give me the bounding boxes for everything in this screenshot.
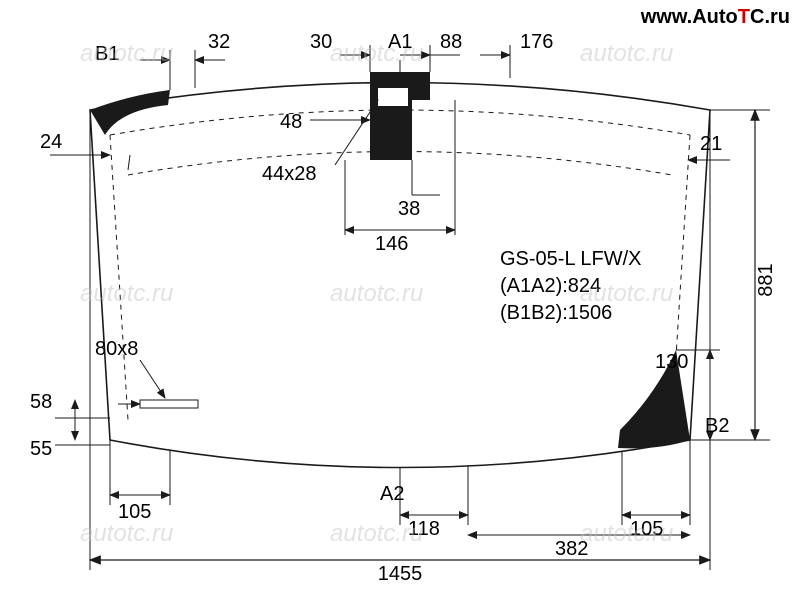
dim-32: 32 [140, 31, 230, 90]
dim-24: 24 [40, 131, 130, 170]
windshield-diagram: 1455 881 32 30 88 176 24 [0, 0, 800, 600]
svg-text:80x8: 80x8 [95, 338, 138, 360]
svg-text:105: 105 [630, 518, 663, 540]
diagram-canvas: 1455 881 32 30 88 176 24 [0, 0, 800, 600]
dim-30: 30 [310, 31, 370, 72]
dim-105R: 105 [622, 440, 690, 540]
dim-58: 58 [30, 391, 110, 440]
dim-55: 55 [30, 438, 110, 460]
svg-text:382: 382 [555, 538, 588, 560]
url-part2: C.ru [750, 6, 790, 28]
label-A2: A2 [380, 483, 404, 505]
dim-21: 21 [688, 133, 730, 160]
url-part-red: T [738, 6, 750, 28]
svg-text:48: 48 [280, 111, 302, 133]
svg-text:44x28: 44x28 [262, 163, 317, 185]
dim-118: 118 [400, 465, 468, 540]
svg-text:146: 146 [375, 233, 408, 255]
svg-text:176: 176 [520, 31, 553, 53]
dim-38: 38 [398, 160, 440, 220]
url-part1: www.Auto [641, 6, 738, 28]
dim-B1B2: (B1B2):1506 [500, 302, 612, 324]
sensor-mount [370, 72, 430, 160]
svg-text:881: 881 [755, 263, 777, 296]
inner-left [110, 135, 128, 420]
vin-window [140, 400, 198, 408]
dim-105L: 105 [110, 440, 170, 523]
svg-text:105: 105 [118, 501, 151, 523]
dim-A1A2: (A1A2):824 [500, 275, 601, 297]
svg-text:88: 88 [440, 31, 462, 53]
svg-text:30: 30 [310, 31, 332, 53]
label-B1: B1 [95, 43, 119, 65]
svg-text:1455: 1455 [378, 563, 423, 585]
svg-text:130: 130 [655, 351, 688, 373]
svg-text:32: 32 [208, 31, 230, 53]
svg-text:24: 24 [40, 131, 62, 153]
svg-text:38: 38 [398, 198, 420, 220]
svg-text:21: 21 [700, 133, 722, 155]
dim-48: 48 [280, 111, 370, 133]
svg-text:55: 55 [30, 438, 52, 460]
svg-text:118: 118 [408, 518, 440, 540]
label-B2: B2 [705, 415, 729, 437]
corner-B1 [90, 90, 170, 135]
part-code: GS-05-L LFW/X [500, 248, 642, 270]
site-url: www.AutoTC.ru [641, 6, 790, 29]
label-A1: A1 [388, 31, 412, 53]
dim-176: 176 [480, 31, 553, 78]
svg-text:58: 58 [30, 391, 52, 413]
